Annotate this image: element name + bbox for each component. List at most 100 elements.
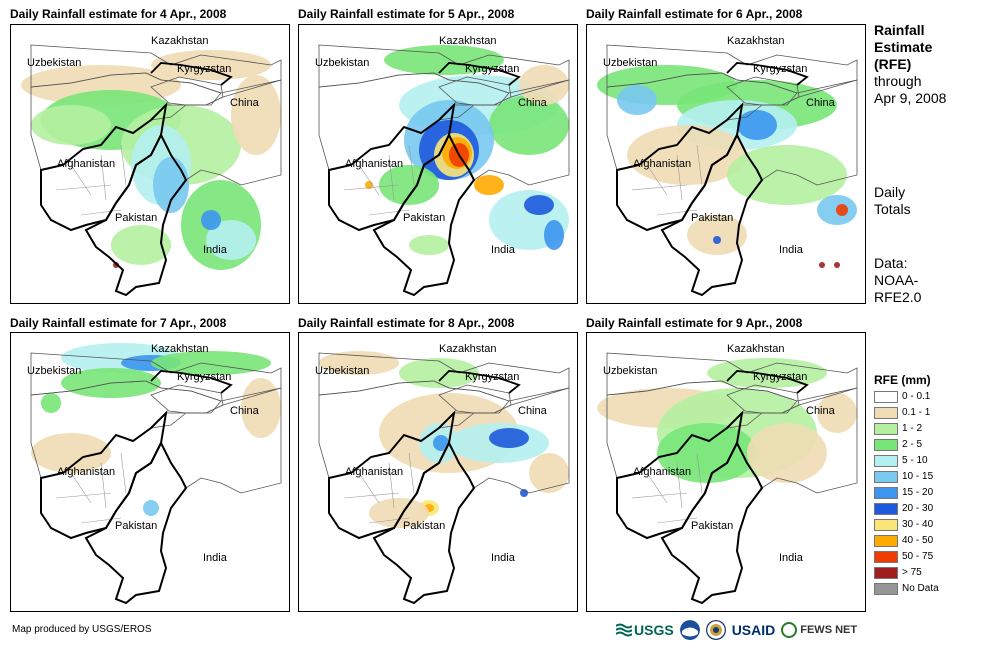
rainfall-map-apr5: [299, 25, 577, 303]
map-label-afghanistan: Afghanistan: [345, 158, 404, 170]
rainfall-area: [113, 262, 119, 268]
province-lines: [55, 452, 127, 524]
rainfall-map-apr6: [587, 25, 865, 303]
map-label-kyrgyzstan: Kyrgyzstan: [465, 371, 520, 383]
map-label-uzbekistan: Uzbekistan: [315, 365, 370, 377]
panel-title-apr8: Daily Rainfall estimate for 8 Apr., 2008: [298, 316, 515, 330]
map-label-india: India: [491, 244, 515, 256]
legend-item: 50 - 75: [874, 549, 933, 564]
map-label-uzbekistan: Uzbekistan: [27, 57, 82, 69]
kazakhstan-border: [438, 62, 521, 86]
rainfall-area: [369, 498, 429, 528]
legend-label: 5 - 10: [902, 455, 928, 466]
panel-title-apr9: Daily Rainfall estimate for 9 Apr., 2008: [586, 316, 803, 330]
province-lines: [343, 144, 415, 216]
map-label-afghanistan: Afghanistan: [633, 466, 692, 478]
map-label-kazakhstan: Kazakhstan: [151, 35, 209, 47]
map-label-india: India: [779, 552, 803, 564]
map-label-afghanistan: Afghanistan: [57, 466, 116, 478]
rainfall-area: [206, 220, 256, 260]
data-source-2: RFE2.0: [874, 289, 922, 305]
data-label: Data:: [874, 255, 908, 271]
legend-label: 2 - 5: [902, 439, 923, 450]
legend-label: 30 - 40: [902, 519, 934, 530]
legend-item: 40 - 50: [874, 533, 933, 548]
rainfall-map-apr9: [587, 333, 865, 611]
map-label-uzbekistan: Uzbekistan: [27, 365, 82, 377]
noaa-seal-icon: [679, 620, 700, 640]
map-label-india: India: [779, 244, 803, 256]
rainfall-map-apr7: [11, 333, 289, 611]
legend-item: No Data: [874, 581, 939, 596]
legend-label: 0.1 - 1: [902, 407, 931, 418]
legend-item: 20 - 30: [874, 501, 933, 516]
country-outline: [84, 440, 188, 605]
rainfall-area: [687, 215, 747, 255]
map-label-kazakhstan: Kazakhstan: [439, 343, 497, 355]
rainfall-area: [489, 428, 529, 448]
legend-swatch: [874, 534, 898, 547]
fews-net-logo-text: FEWS NET: [800, 624, 858, 636]
rainfall-area: [819, 262, 825, 268]
rfe-title-line2: Estimate: [874, 39, 933, 55]
rainfall-area: [747, 423, 827, 483]
dos-seal-icon: [705, 620, 726, 640]
legend-item: 1 - 2: [874, 421, 922, 436]
legend-swatch: [874, 406, 898, 419]
legend-swatch: [874, 502, 898, 515]
legend-label: 1 - 2: [902, 423, 923, 434]
map-label-china: China: [806, 405, 835, 417]
rainfall-area: [817, 393, 857, 433]
map-panel-apr7: Kazakhstan Uzbekistan Kyrgyzstan China Afgha…: [10, 332, 290, 612]
rainfall-area: [201, 210, 221, 230]
rainfall-area: [153, 157, 189, 213]
rainfall-area: [433, 435, 449, 451]
rainfall-area: [31, 433, 111, 473]
map-panel-apr6: Kazakhstan Uzbekistan Kyrgyzstan China Afgha…: [586, 24, 866, 304]
rainfall-map-apr8: [299, 333, 577, 611]
rainfall-area: [241, 378, 281, 438]
rainfall-area: [727, 145, 847, 205]
rainfall-area: [836, 204, 848, 216]
rainfall-area: [31, 105, 111, 145]
legend-label: No Data: [902, 583, 939, 594]
usgs-logo: USGS: [616, 622, 674, 638]
map-label-india: India: [491, 552, 515, 564]
panel-title-apr6: Daily Rainfall estimate for 6 Apr., 2008: [586, 7, 803, 21]
legend-label: > 75: [902, 567, 922, 578]
country-outline: [660, 440, 764, 605]
legend-item: 10 - 15: [874, 469, 933, 484]
rainfall-area: [529, 453, 569, 493]
legend-title: RFE (mm): [874, 373, 931, 387]
map-label-kyrgyzstan: Kyrgyzstan: [177, 63, 232, 75]
legend-swatch: [874, 390, 898, 403]
rainfall-area: [737, 110, 777, 140]
rainfall-area: [474, 175, 504, 195]
rainfall-area: [409, 235, 449, 255]
rfe-title-line1: Rainfall: [874, 22, 925, 38]
map-label-pakistan: Pakistan: [403, 520, 446, 532]
province-lines: [55, 144, 127, 216]
legend-label: 0 - 0.1: [902, 391, 931, 402]
usgs-waves-icon: [616, 623, 632, 637]
logo-strip: USGS USAID FEWS NET: [616, 618, 857, 642]
map-label-china: China: [230, 97, 259, 109]
panel-title-apr7: Daily Rainfall estimate for 7 Apr., 2008: [10, 316, 227, 330]
country-outline: [372, 440, 476, 605]
globe-icon: [781, 622, 798, 638]
rainfall-area: [151, 50, 271, 80]
panel-title-apr4: Daily Rainfall estimate for 4 Apr., 2008: [10, 7, 227, 21]
map-label-uzbekistan: Uzbekistan: [603, 365, 658, 377]
legend-item: 5 - 10: [874, 453, 928, 468]
rfe-title: Rainfall Estimate (RFE): [874, 22, 979, 73]
rainfall-area: [41, 393, 61, 413]
through-date: Apr 9, 2008: [874, 90, 947, 106]
rainfall-map-apr4: [11, 25, 289, 303]
country-outline: [660, 132, 764, 297]
legend-item: 2 - 5: [874, 437, 922, 452]
map-label-pakistan: Pakistan: [691, 212, 734, 224]
usgs-logo-text: USGS: [634, 622, 674, 638]
legend-item: 0 - 0.1: [874, 389, 930, 404]
map-label-pakistan: Pakistan: [115, 520, 158, 532]
legend-swatch: [874, 470, 898, 483]
